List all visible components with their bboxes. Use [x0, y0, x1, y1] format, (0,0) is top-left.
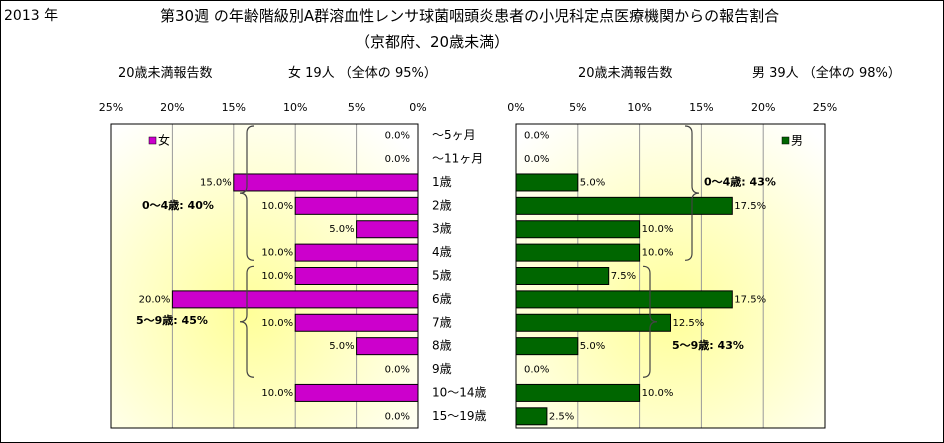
female-count-label: 20歳未満報告数	[118, 66, 213, 81]
male-data-label: 7.5%	[611, 271, 636, 282]
female-data-label: 10.0%	[261, 248, 293, 259]
male-bar	[515, 243, 641, 262]
female-age-bracket	[239, 265, 255, 378]
female-legend-label: 女	[158, 133, 170, 148]
male-age-bracket	[684, 125, 700, 261]
male-data-label: 5.0%	[580, 177, 605, 188]
male-data-label: 0.0%	[524, 131, 549, 142]
male-x-tick-label: 0%	[507, 101, 524, 114]
age-category-label: 9歳	[432, 362, 452, 376]
male-x-tick-label: 25%	[813, 101, 837, 114]
male-bar	[515, 290, 733, 309]
female-age-group-annotation: 0～4歳: 40%	[142, 198, 214, 212]
male-data-label: 17.5%	[734, 201, 766, 212]
age-category-label: 6歳	[432, 292, 452, 306]
male-x-tick-label: 5%	[569, 101, 586, 114]
age-category-label: 2歳	[432, 198, 452, 212]
female-x-tick-label: 20%	[160, 101, 184, 114]
female-data-label: 10.0%	[261, 318, 293, 329]
male-x-tick-label: 15%	[689, 101, 713, 114]
male-data-label: 0.0%	[524, 365, 549, 376]
female-data-label: 10.0%	[261, 388, 293, 399]
female-data-label: 0.0%	[385, 154, 410, 165]
male-bar	[515, 267, 610, 285]
male-bar	[515, 173, 579, 192]
female-data-label: 10.0%	[261, 201, 293, 212]
age-category-label: 1歳	[432, 175, 452, 189]
female-bar	[294, 383, 419, 402]
male-age-group-annotation: 5～9歳: 43%	[672, 338, 744, 352]
female-age-bracket	[239, 125, 255, 261]
female-data-label: 20.0%	[139, 294, 171, 305]
female-data-label: 15.0%	[200, 177, 232, 188]
female-age-group-annotation: 5～9歳: 45%	[136, 313, 208, 327]
male-bar	[515, 383, 641, 402]
male-data-label: 10.0%	[642, 224, 674, 235]
female-bar	[356, 337, 419, 356]
female-bar	[294, 313, 419, 332]
female-bar	[356, 220, 419, 239]
age-category-label: ～5ヶ月	[432, 128, 476, 142]
female-data-label: 10.0%	[261, 271, 293, 282]
age-category-label: ～11ヶ月	[432, 152, 483, 166]
age-category-label: 10～14歳	[432, 385, 487, 399]
female-bar	[294, 243, 419, 262]
male-data-label: 12.5%	[673, 318, 705, 329]
male-data-label: 17.5%	[734, 294, 766, 305]
female-data-label: 0.0%	[385, 411, 410, 422]
female-legend-swatch	[148, 136, 157, 145]
male-data-label: 10.0%	[642, 248, 674, 259]
male-bar	[515, 407, 548, 426]
female-bar	[294, 196, 419, 215]
female-x-tick-label: 10%	[283, 101, 307, 114]
chart-title: 第30週 の年齢階級別A群溶血性レンサ球菌咽頭炎患者の小児科定点医療機関からの報…	[160, 7, 780, 25]
male-age-group-annotation: 0～4歳: 43%	[704, 174, 776, 188]
male-bar	[515, 337, 579, 356]
male-bar	[515, 196, 733, 215]
male-x-tick-label: 20%	[751, 101, 775, 114]
male-data-label: 10.0%	[642, 388, 674, 399]
male-legend-label: 男	[791, 134, 803, 148]
age-category-label: 15～19歳	[432, 409, 487, 423]
male-legend-swatch	[781, 136, 790, 145]
male-data-label: 0.0%	[524, 154, 549, 165]
female-summary: 女 19人 （全体の 95%）	[288, 66, 437, 81]
male-bar	[515, 220, 641, 239]
female-bar	[171, 290, 419, 309]
male-age-bracket	[642, 265, 658, 378]
age-category-label: 5歳	[432, 269, 452, 283]
female-bar	[233, 173, 419, 192]
female-data-label: 0.0%	[385, 365, 410, 376]
male-count-label: 20歳未満報告数	[578, 66, 673, 81]
female-x-tick-label: 0%	[409, 101, 426, 114]
age-category-label: 7歳	[432, 315, 452, 329]
female-x-tick-label: 5%	[348, 101, 365, 114]
male-data-label: 5.0%	[580, 341, 605, 352]
male-x-tick-label: 10%	[627, 101, 651, 114]
female-bar	[294, 267, 419, 285]
male-data-label: 2.5%	[549, 411, 574, 422]
female-x-tick-label: 25%	[99, 101, 123, 114]
age-category-label: 8歳	[432, 339, 452, 353]
female-data-label: 5.0%	[329, 341, 354, 352]
chart-subtitle: （京都府、20歳未満）	[355, 33, 510, 51]
male-summary: 男 39人 （全体の 98%）	[752, 66, 901, 81]
female-data-label: 5.0%	[329, 224, 354, 235]
age-category-label: 4歳	[432, 245, 452, 259]
age-category-label: 3歳	[432, 222, 452, 236]
female-x-tick-label: 15%	[222, 101, 246, 114]
male-bar	[515, 313, 671, 332]
year-label: 2013 年	[4, 8, 59, 24]
female-data-label: 0.0%	[385, 131, 410, 142]
